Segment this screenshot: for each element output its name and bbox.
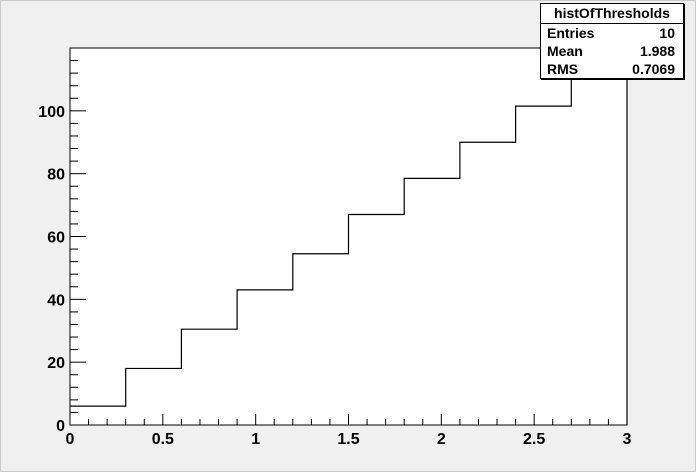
x-tick-label: 2.5 bbox=[523, 431, 545, 448]
y-axis: 0 20 40 60 80 100 bbox=[38, 60, 86, 435]
x-axis: 0 0.5 1 1.5 2 2.5 3 bbox=[66, 414, 632, 448]
stats-row-mean: Mean 1.988 bbox=[541, 42, 683, 60]
y-tick-label: 0 bbox=[56, 418, 65, 435]
entries-value: 10 bbox=[659, 25, 675, 41]
x-tick-label: 0 bbox=[66, 431, 75, 448]
x-tick-label: 3 bbox=[623, 431, 632, 448]
x-tick-label: 2 bbox=[437, 431, 446, 448]
stats-row-entries: Entries 10 bbox=[541, 24, 683, 42]
entries-label: Entries bbox=[547, 25, 595, 41]
y-tick-label: 80 bbox=[47, 167, 65, 184]
y-tick-label: 40 bbox=[47, 292, 65, 309]
stats-box: histOfThresholds Entries 10 Mean 1.988 R… bbox=[540, 3, 684, 79]
y-tick-label: 60 bbox=[47, 230, 65, 247]
x-tick-label: 1 bbox=[251, 431, 260, 448]
y-tick-label: 100 bbox=[38, 104, 65, 121]
rms-label: RMS bbox=[547, 61, 579, 77]
y-tick-label: 20 bbox=[47, 355, 65, 372]
mean-label: Mean bbox=[547, 43, 583, 59]
rms-value: 0.7069 bbox=[632, 61, 675, 77]
stats-title: histOfThresholds bbox=[541, 4, 683, 24]
x-tick-label: 1.5 bbox=[337, 431, 359, 448]
mean-value: 1.988 bbox=[639, 43, 675, 59]
x-tick-label: 0.5 bbox=[152, 431, 174, 448]
histogram-step-line bbox=[70, 52, 628, 425]
stats-row-rms: RMS 0.7069 bbox=[541, 60, 683, 78]
